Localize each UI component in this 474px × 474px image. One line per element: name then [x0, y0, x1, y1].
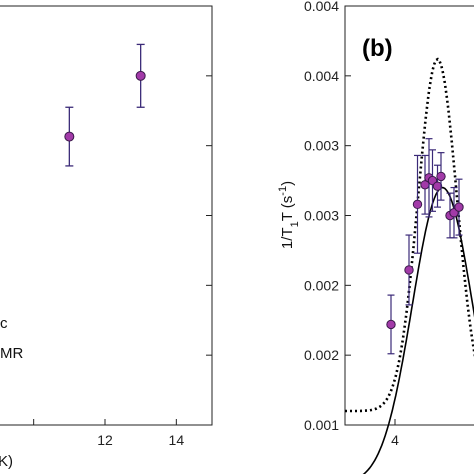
- panel-a: 12 14 K) c MR: [0, 5, 213, 470]
- panel-b-y-ticks: 0.001 0.002 0.002 0.003 0.003 0.004 0.004: [304, 0, 351, 433]
- panel-a-legend-entry-2: MR: [0, 345, 23, 362]
- panel-b-label: (b): [362, 35, 393, 62]
- panel-b-x-tick-label: 4: [391, 432, 399, 448]
- panel-b-curves: [345, 57, 474, 474]
- panel-b-y-tick-label: 0.004: [304, 68, 339, 84]
- panel-b-y-tick-label: 0.003: [304, 138, 339, 154]
- panel-b-y-tick-label: 0.001: [304, 417, 339, 433]
- panel-b-point: [386, 319, 396, 330]
- panel-b-y-tick-label: 0.003: [304, 208, 339, 224]
- panel-a-x-tick-label: 14: [169, 432, 185, 448]
- panel-b-point: [404, 265, 414, 275]
- panel-a-point: [135, 70, 146, 81]
- panel-b-x-ticks: 4: [391, 419, 399, 448]
- panel-b-point: [432, 181, 443, 191]
- panel-a-x-tick-label: 12: [97, 432, 113, 448]
- panel-a-frame: [0, 5, 213, 426]
- panel-b-point: [436, 171, 446, 182]
- panel-b-y-tick-label: 0.004: [304, 0, 339, 14]
- panel-a-xlabel: K): [0, 453, 13, 470]
- panel-b: 0.001 0.002 0.002 0.003 0.003 0.004 0.004 4 (b…: [277, 0, 474, 474]
- panel-a-point: [64, 131, 75, 142]
- panel-a-x-ticks: 12 14: [33, 419, 185, 448]
- panel-a-points: [64, 43, 146, 167]
- panel-b-y-tick-label: 0.002: [304, 347, 339, 363]
- panel-a-legend-entry-1: c: [0, 315, 8, 332]
- panel-b-solid-curve: [362, 186, 474, 474]
- panel-b-y-tick-label: 0.002: [304, 277, 339, 293]
- panel-b-point: [412, 199, 423, 210]
- panel-b-point: [454, 202, 464, 212]
- panel-a-y-ticks: [206, 75, 212, 356]
- panel-b-ylabel: 1/T1T (s-1): [277, 181, 301, 249]
- panel-b-points: [386, 138, 464, 355]
